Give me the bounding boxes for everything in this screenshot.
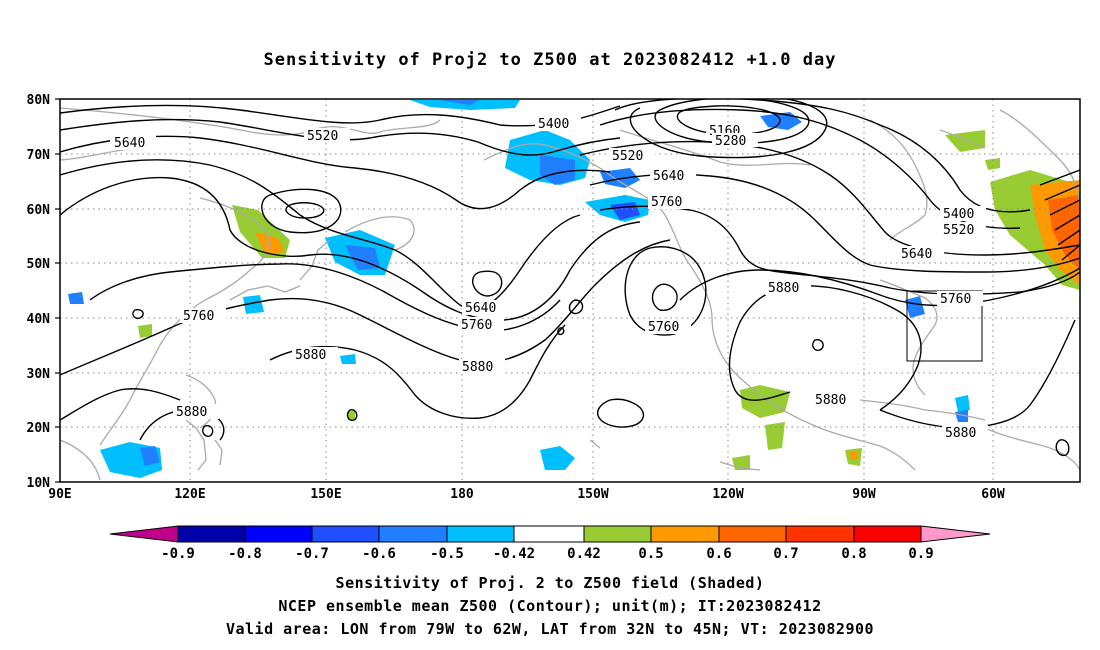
coastlines: [60, 107, 1080, 481]
shade-green: [732, 455, 750, 470]
contour-label: 5760: [461, 318, 492, 333]
contour-label: 5760: [648, 320, 679, 335]
contour-label: 5880: [176, 405, 207, 420]
lat-label: 60N: [27, 203, 51, 218]
contour-label: 5640: [465, 301, 496, 316]
shade-green: [740, 385, 790, 418]
colorbar-segment: [244, 525, 313, 543]
shade-blue: [410, 100, 520, 110]
z500-contours: [60, 99, 1080, 457]
lon-label: 90E: [48, 487, 71, 502]
colorbar-label: 0.9: [908, 546, 933, 562]
lon-label: 90W: [852, 487, 876, 502]
contour-label: 5520: [612, 149, 643, 164]
lon-label: 150W: [577, 487, 608, 502]
colorbar-segment: [583, 525, 652, 543]
contour-label: 5640: [901, 247, 932, 262]
lat-label: 80N: [27, 93, 51, 108]
contour-label: 5640: [114, 136, 145, 151]
colorbar-segment: [718, 525, 787, 543]
lat-label: 10N: [27, 476, 51, 491]
caption-contour: NCEP ensemble mean Z500 (Contour); unit(…: [278, 597, 822, 615]
lat-label: 30N: [27, 367, 51, 382]
contour-label: 5760: [183, 309, 214, 324]
shade-blue: [540, 446, 575, 470]
colorbar-label: 0.6: [706, 546, 731, 562]
colorbar-segment: [853, 525, 922, 543]
shade-green: [985, 158, 1000, 170]
contour-label: 5400: [943, 207, 974, 222]
contour-label: 5520: [943, 223, 974, 238]
shade-blue: [68, 292, 84, 304]
map-title: Sensitivity of Proj2 to Z500 at 20230824…: [263, 50, 837, 70]
colorbar-segment: [446, 525, 515, 543]
shade-blue: [540, 155, 575, 185]
colorbar-label: -0.8: [228, 546, 262, 562]
shade-blue: [243, 295, 264, 314]
lon-label: 150E: [310, 487, 341, 502]
colorbar-segment: [378, 525, 448, 543]
contour-label: 5880: [462, 360, 493, 375]
colorbar-segment: [177, 525, 246, 543]
shade-orange: [255, 232, 285, 254]
shade-blue: [955, 395, 970, 412]
colorbar: -0.9 -0.8 -0.7 -0.6 -0.5 -0.42 0.42 0.5 …: [109, 525, 991, 562]
shade-green: [945, 130, 985, 152]
shade-blue: [440, 100, 480, 105]
lon-label: 60W: [981, 487, 1005, 502]
contour-label: 5880: [768, 281, 799, 296]
colorbar-label: 0.7: [773, 546, 798, 562]
shade-green: [138, 324, 152, 338]
colorbar-high-triangle: [920, 525, 991, 543]
shade-blue: [760, 112, 802, 130]
colorbar-label: -0.7: [295, 546, 329, 562]
shade-blue: [140, 446, 160, 466]
contour-label: 5760: [940, 292, 971, 307]
contour-label: 5880: [945, 426, 976, 441]
colorbar-label: -0.6: [362, 546, 396, 562]
colorbar-label: -0.9: [161, 546, 195, 562]
map-frame: [59, 98, 1081, 483]
contour-label: 5640: [653, 169, 684, 184]
lat-label: 50N: [27, 257, 51, 272]
colorbar-label: -0.42: [493, 546, 535, 562]
shade-blue: [905, 296, 925, 318]
colorbar-label: 0.8: [841, 546, 866, 562]
shade-orange: [850, 451, 858, 460]
colorbar-segment: [311, 525, 380, 543]
contour-label: 5280: [715, 134, 746, 149]
colorbar-low-triangle: [109, 525, 179, 543]
lat-ticks: [55, 98, 60, 483]
shade-blue: [600, 168, 640, 188]
colorbar-label: 0.5: [638, 546, 663, 562]
shade-blue: [340, 354, 356, 364]
contour-label: 5880: [815, 393, 846, 408]
colorbar-label: 0.42: [567, 546, 601, 562]
shade-green: [765, 422, 785, 450]
colorbar-segment: [785, 525, 855, 543]
contour-labels: 5640 5520 5400 5160 5280 5520 5640 5760 …: [110, 116, 988, 441]
contour-label: 5880: [295, 348, 326, 363]
caption-shading: Sensitivity of Proj. 2 to Z500 field (Sh…: [335, 574, 765, 592]
lat-label: 20N: [27, 421, 51, 436]
colorbar-segment: [650, 525, 720, 543]
contour-label: 5520: [307, 129, 338, 144]
lat-label: 70N: [27, 148, 51, 163]
contour-label: 5760: [651, 195, 682, 210]
colorbar-segment: [513, 525, 585, 543]
lon-label: 180: [450, 487, 474, 502]
shade-blue: [955, 410, 968, 422]
lat-label: 40N: [27, 312, 51, 327]
shade-green: [347, 410, 355, 420]
caption-valid-area: Valid area: LON from 79W to 62W, LAT fro…: [225, 620, 875, 638]
colorbar-label: -0.5: [430, 546, 464, 562]
lon-label: 120E: [174, 487, 205, 502]
contour-label: 5400: [538, 117, 569, 132]
lon-label: 120W: [712, 487, 743, 502]
